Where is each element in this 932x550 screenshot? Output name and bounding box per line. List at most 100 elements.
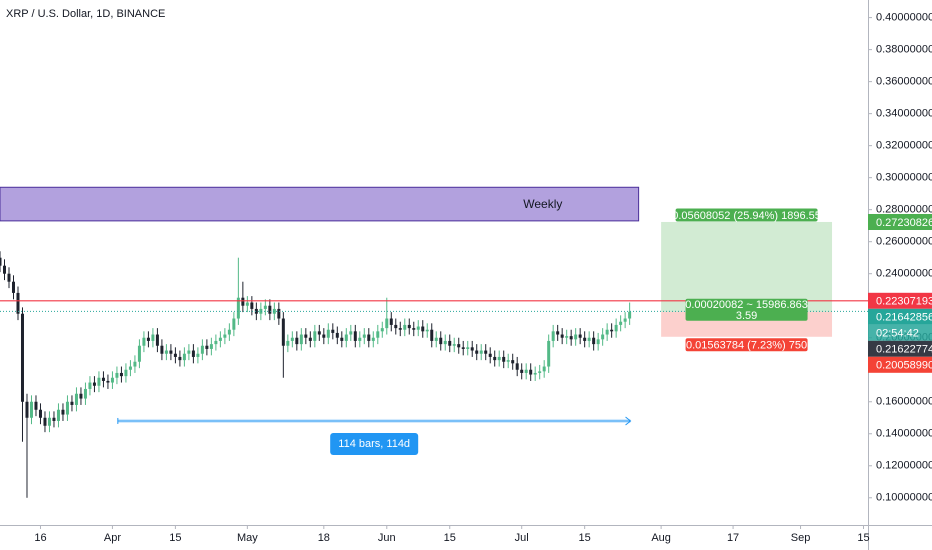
candle-body (425, 329, 429, 332)
candle-body (137, 345, 141, 362)
candle-body (97, 377, 101, 386)
x-tick-label: 15 (857, 532, 869, 544)
x-tick-label: Apr (104, 532, 121, 544)
candle-body (74, 393, 78, 405)
candle-body (56, 409, 60, 421)
candle-body (403, 324, 407, 330)
candle-body (551, 331, 555, 341)
entry-text-box (685, 298, 808, 321)
candle-body (317, 331, 321, 335)
candle-body (326, 329, 330, 338)
candle-body (434, 337, 438, 341)
price-tag-label: 0.27230826 (876, 217, 932, 229)
candle-body (106, 380, 110, 383)
candle-body (79, 393, 83, 399)
candle-body (295, 337, 299, 345)
zone (0, 186, 640, 222)
candle-body (560, 334, 564, 338)
measure-label: 114 bars, 114d (338, 438, 410, 450)
candle-body (277, 308, 281, 319)
candle-body (556, 331, 560, 335)
price-tag-label: 02:54:42 (876, 328, 919, 340)
y-tick-label: 0.16000000 (876, 396, 932, 408)
candle-body (587, 337, 591, 341)
y-tick-label: 0.28000000 (876, 204, 932, 216)
candle-body (191, 350, 195, 357)
candle-body (124, 369, 128, 377)
candle-body (155, 334, 159, 346)
price-tag (868, 213, 932, 230)
candle-body (196, 353, 200, 357)
candle-body (236, 297, 240, 319)
x-tick-label: 15 (579, 532, 591, 544)
candle-body (421, 326, 425, 332)
price-tag (868, 308, 932, 325)
candle-body (214, 340, 218, 345)
candle-body (466, 347, 470, 349)
candle-body (29, 401, 33, 418)
candle-body (205, 345, 209, 349)
candle-body (376, 331, 380, 338)
candle-body (596, 339, 600, 345)
candle-body (457, 344, 461, 348)
zone-label: Weekly (523, 197, 562, 211)
candle-body (547, 340, 551, 367)
candle-body (259, 308, 263, 314)
candle-body (88, 382, 92, 389)
candle-body (614, 324, 618, 332)
candle-body (245, 302, 249, 306)
candle-body (7, 273, 11, 282)
candle-body (574, 334, 578, 340)
measure-label-box (330, 432, 419, 455)
candle-body (227, 329, 231, 335)
candle-body (515, 363, 519, 370)
y-tick-label: 0.14000000 (876, 428, 932, 440)
candle-body (502, 356, 506, 362)
candle-body (362, 334, 366, 338)
candle-body (385, 318, 389, 329)
candle-body (610, 329, 614, 332)
candle-body (353, 331, 357, 341)
candle-body (601, 334, 605, 340)
candle-body (200, 345, 204, 354)
x-tick-label: Aug (651, 532, 671, 544)
candle-body (313, 331, 317, 341)
y-tick-label: 0.36000000 (876, 76, 932, 88)
measure-arrow (625, 416, 632, 426)
candle-body (619, 321, 623, 325)
price-tag (868, 340, 932, 357)
candle-body (371, 337, 375, 341)
entry-text: 3.59 (736, 310, 757, 322)
candle-body (223, 334, 227, 338)
candle-body (542, 366, 546, 372)
candle-body (142, 337, 146, 346)
candle-body (398, 328, 402, 330)
price-tag-label: 0.22307193 (876, 296, 932, 308)
candle-body (380, 328, 384, 332)
y-tick-label: 0.10000000 (876, 492, 932, 504)
candle-body (241, 297, 245, 306)
candle-body (70, 401, 74, 405)
candle-body (331, 329, 335, 333)
x-tick-label: 17 (727, 532, 739, 544)
candle-body (52, 417, 56, 421)
candle-body (119, 372, 123, 377)
candle-body (232, 318, 236, 330)
candle-body (628, 311, 632, 319)
candle-body (475, 350, 479, 354)
candle-body (439, 337, 443, 345)
candle-body (34, 401, 38, 410)
candle-body (529, 369, 533, 375)
candle-body (394, 324, 398, 329)
candle-body (511, 360, 515, 364)
candle-body (209, 344, 213, 349)
x-tick-label: Jun (378, 532, 396, 544)
candle-body (47, 417, 51, 426)
candle-body (92, 382, 96, 386)
candle-body (308, 337, 312, 341)
candle-body (133, 361, 137, 367)
candle-body (340, 337, 344, 341)
candle-body (16, 292, 20, 314)
candle-body (443, 340, 447, 345)
